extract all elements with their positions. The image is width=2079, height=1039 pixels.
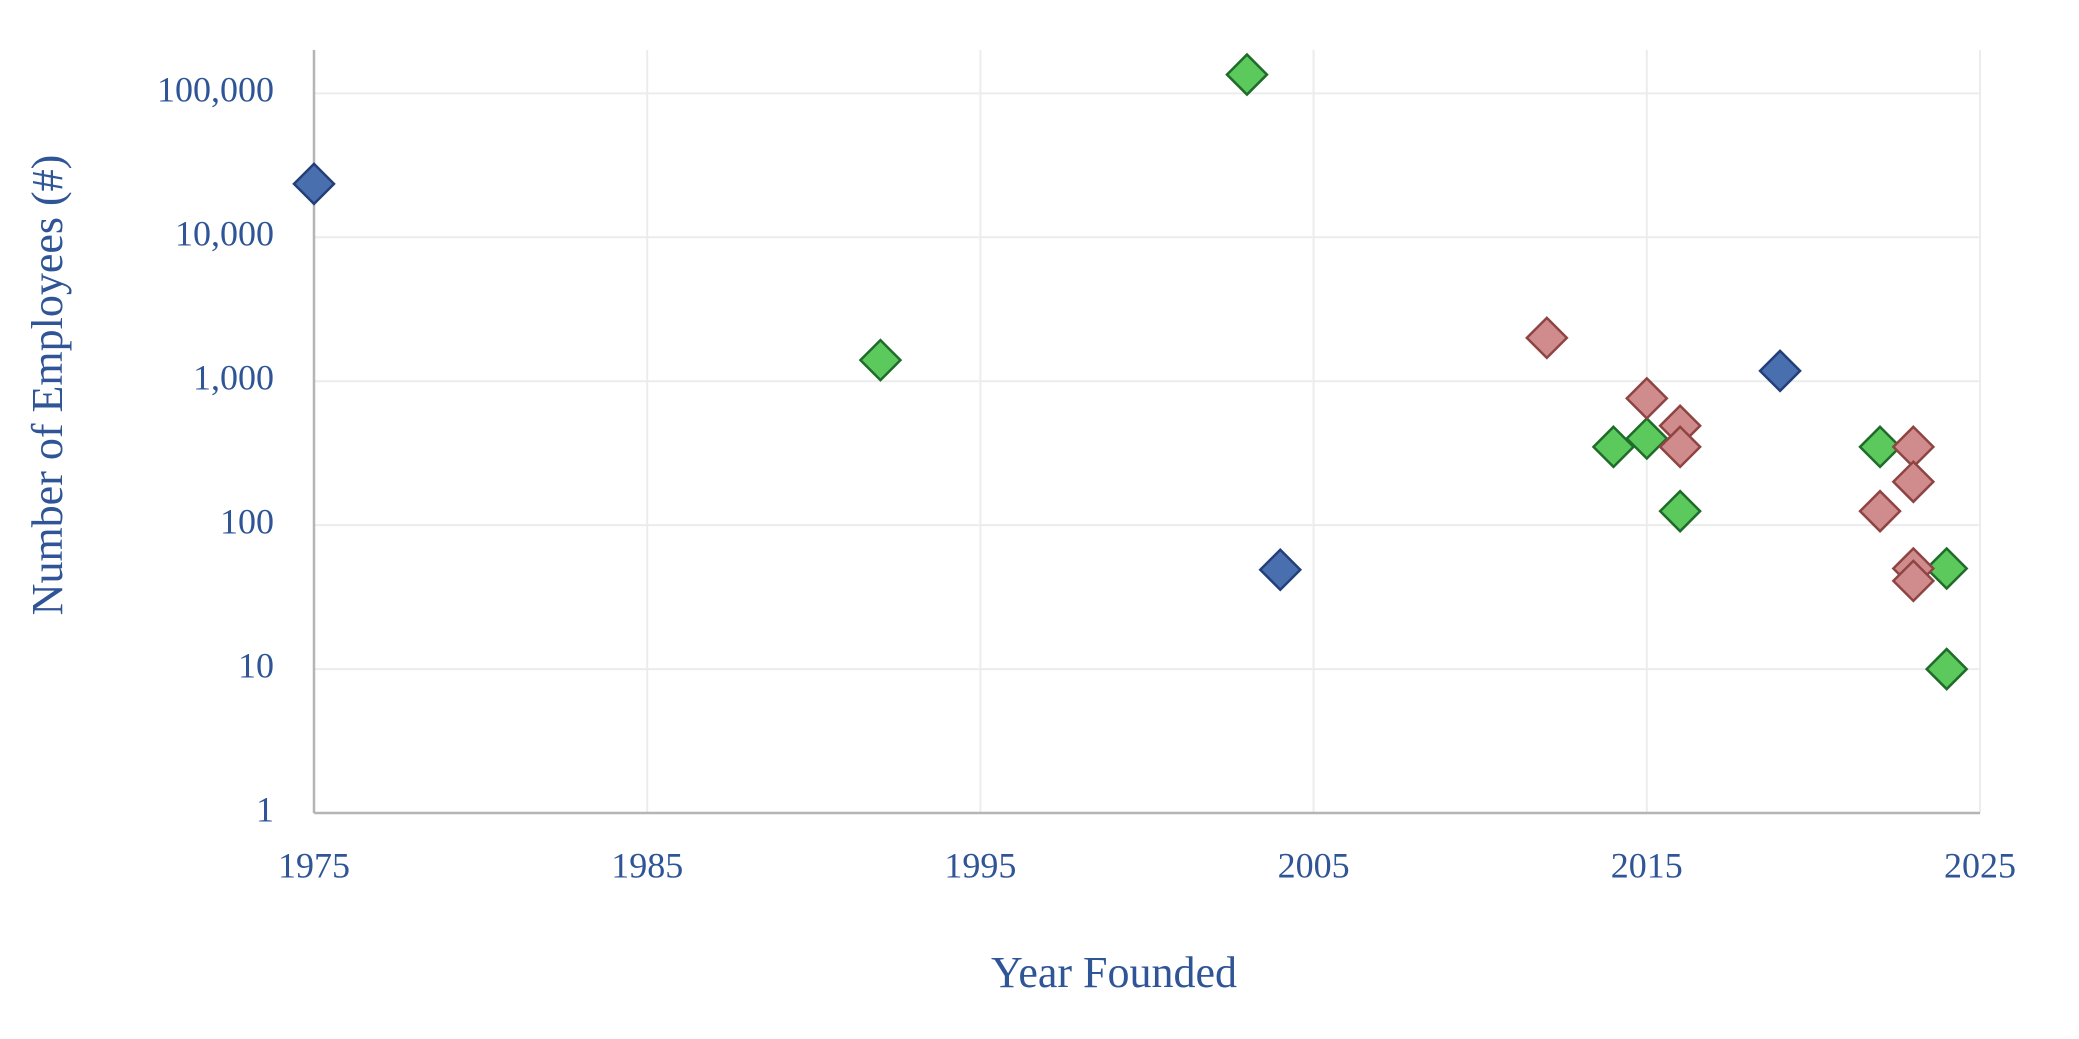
marker — [1858, 425, 1902, 469]
marker — [1858, 489, 1902, 533]
marker — [292, 162, 336, 206]
y-tick-label: 10 — [238, 645, 274, 685]
marker — [1891, 559, 1936, 603]
x-axis-label: Year Founded — [991, 948, 1237, 997]
marker — [1924, 647, 1969, 691]
marker — [858, 338, 903, 382]
y-tick-label: 100,000 — [157, 70, 274, 110]
marker — [1924, 546, 1969, 591]
marker — [1525, 316, 1569, 360]
y-tick-label: 1,000 — [193, 357, 274, 397]
y-tick-label: 1 — [256, 789, 274, 829]
x-tick-label: 1995 — [944, 845, 1016, 885]
marker — [1258, 547, 1303, 592]
x-tick-label: 2005 — [1278, 845, 1350, 885]
x-tick-label: 1985 — [611, 845, 683, 885]
y-tick-label: 100 — [220, 501, 274, 541]
y-axis-label: Number of Employees (#) — [23, 155, 72, 616]
marker — [1591, 425, 1636, 469]
marker — [1658, 489, 1702, 533]
x-tick-label: 1975 — [278, 845, 350, 885]
marker — [1891, 460, 1936, 504]
x-tick-label: 2015 — [1611, 845, 1683, 885]
marker — [1225, 52, 1269, 97]
marker — [1658, 425, 1702, 469]
marker — [1625, 416, 1669, 461]
marker — [1758, 349, 1802, 393]
marker — [1625, 376, 1669, 421]
x-tick-label: 2025 — [1944, 845, 2016, 885]
y-tick-label: 10,000 — [175, 214, 274, 254]
